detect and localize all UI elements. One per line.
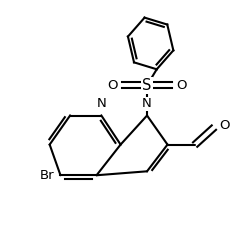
- Text: N: N: [96, 97, 106, 110]
- Text: S: S: [142, 78, 152, 93]
- Text: O: O: [219, 119, 230, 132]
- Text: Br: Br: [40, 169, 54, 182]
- Text: O: O: [108, 79, 118, 92]
- Text: O: O: [176, 79, 186, 92]
- Text: N: N: [142, 97, 152, 110]
